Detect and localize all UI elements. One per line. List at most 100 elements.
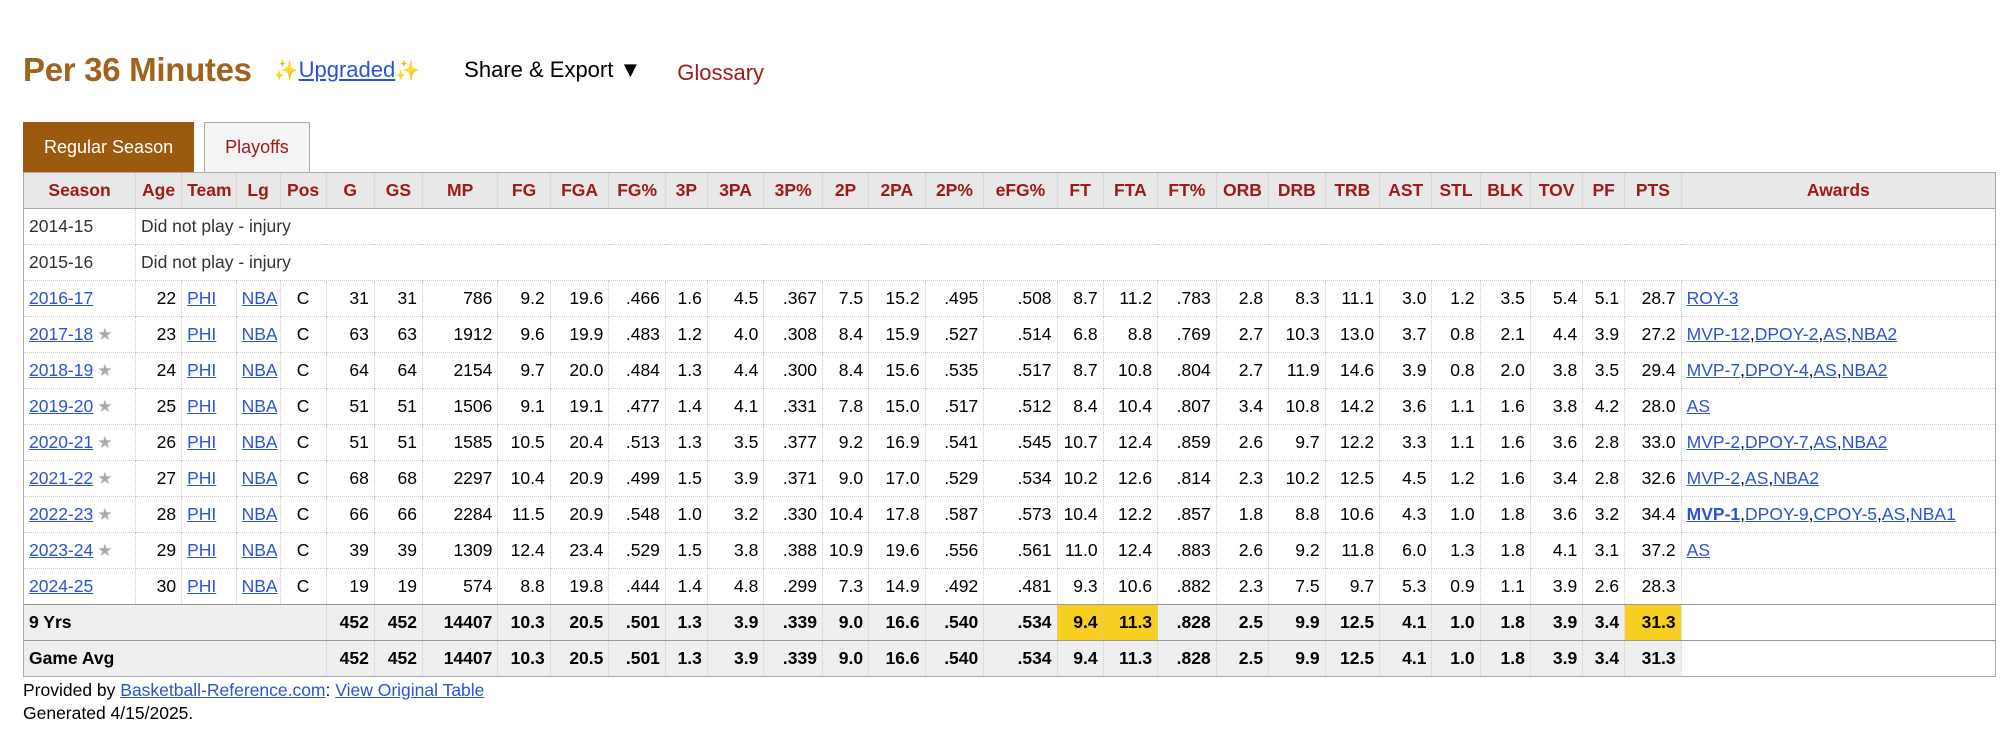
column-header[interactable]: Awards [1681, 172, 1997, 209]
column-header[interactable]: FGA [550, 172, 610, 209]
award-link[interactable]: MVP-7 [1686, 360, 1741, 380]
award-link[interactable]: DPOY-7 [1745, 432, 1809, 452]
column-header[interactable]: STL [1431, 172, 1481, 209]
tab-regular-season[interactable]: Regular Season [23, 122, 195, 172]
team-cell-link[interactable]: PHI [187, 576, 217, 596]
award-link[interactable]: AS [1686, 540, 1711, 560]
award-link[interactable]: AS [1823, 324, 1847, 344]
column-header[interactable]: Lg [236, 172, 281, 209]
column-header[interactable]: 3P% [763, 172, 823, 209]
season-link[interactable]: 2024-25 [29, 576, 94, 596]
league-cell-link[interactable]: NBA [241, 468, 278, 488]
column-header[interactable]: BLK [1480, 172, 1531, 209]
league-cell-link[interactable]: NBA [241, 504, 278, 524]
column-header[interactable]: eFG% [983, 172, 1058, 209]
league-cell-link[interactable]: NBA [241, 360, 278, 380]
stat-cell-p3: 1.5 [665, 460, 708, 497]
award-link[interactable]: MVP-12 [1686, 324, 1750, 344]
award-link[interactable]: NBA2 [1841, 360, 1888, 380]
league-cell-link[interactable]: NBA [241, 540, 278, 560]
team-cell-link[interactable]: PHI [187, 324, 217, 344]
league-cell-link[interactable]: NBA [241, 396, 278, 416]
column-header[interactable]: AST [1379, 172, 1433, 209]
source-link[interactable]: Basketball-Reference.com [120, 680, 326, 700]
column-header[interactable]: 2PA [868, 172, 926, 209]
team-cell-link[interactable]: PHI [187, 432, 217, 452]
column-header[interactable]: PTS [1624, 172, 1682, 209]
award-link[interactable]: NBA1 [1910, 504, 1956, 524]
award-link[interactable]: DPOY-4 [1745, 360, 1809, 380]
award-link[interactable]: MVP-2 [1686, 468, 1741, 488]
award-link[interactable]: DPOY-9 [1745, 504, 1809, 524]
season-link[interactable]: 2022-23 [29, 504, 94, 524]
column-header[interactable]: FTA [1103, 172, 1159, 209]
team-cell-link[interactable]: PHI [187, 396, 217, 416]
award-link[interactable]: MVP-1 [1686, 504, 1741, 524]
award-link[interactable]: DPOY-2 [1754, 324, 1819, 344]
stat-cell-fg: 9.2 [497, 280, 551, 317]
season-link[interactable]: 2017-18 [29, 324, 94, 344]
summary-cell-trb: 12.5 [1325, 604, 1381, 641]
league-cell-link[interactable]: NBA [241, 576, 278, 596]
award-link[interactable]: AS [1813, 432, 1837, 452]
column-header[interactable]: G [326, 172, 375, 209]
column-header[interactable]: Season [23, 172, 137, 209]
stat-cell-trb: 13.0 [1325, 316, 1381, 353]
column-header[interactable]: 3P [665, 172, 708, 209]
stat-cell-ftp: .804 [1157, 352, 1217, 389]
stat-cell-p2: 10.4 [822, 496, 870, 533]
season-link[interactable]: 2019-20 [29, 396, 94, 416]
stat-cell-tov: 3.9 [1530, 568, 1584, 605]
column-header[interactable]: FT [1057, 172, 1104, 209]
team-cell-link[interactable]: PHI [187, 540, 217, 560]
award-link[interactable]: AS [1686, 396, 1711, 416]
award-link[interactable]: AS [1813, 360, 1837, 380]
column-header[interactable]: FT% [1157, 172, 1217, 209]
column-header[interactable]: Pos [280, 172, 327, 209]
season-link[interactable]: 2020-21 [29, 432, 94, 452]
column-header[interactable]: PF [1582, 172, 1626, 209]
column-header[interactable]: MP [422, 172, 499, 209]
season-link[interactable]: 2023-24 [29, 540, 94, 560]
stat-cell-ftp: .769 [1157, 316, 1217, 353]
award-link[interactable]: ROY-3 [1686, 288, 1739, 308]
column-header[interactable]: TRB [1325, 172, 1381, 209]
award-link[interactable]: CPOY-5 [1813, 504, 1878, 524]
glossary-link[interactable]: Glossary [677, 60, 765, 85]
award-link[interactable]: NBA2 [1851, 324, 1898, 344]
award-link[interactable]: NBA2 [1841, 432, 1888, 452]
column-header[interactable]: ORB [1216, 172, 1270, 209]
column-header[interactable]: FG% [608, 172, 666, 209]
column-header[interactable]: TOV [1530, 172, 1584, 209]
tab-playoffs[interactable]: Playoffs [204, 122, 310, 172]
league-cell-link[interactable]: NBA [241, 288, 278, 308]
team-cell-link[interactable]: PHI [187, 288, 217, 308]
award-link[interactable]: NBA2 [1773, 468, 1819, 488]
season-link[interactable]: 2016-17 [29, 288, 94, 308]
column-header[interactable]: GS [374, 172, 423, 209]
column-header[interactable]: 2P% [925, 172, 985, 209]
season-link[interactable]: 2021-22 [29, 468, 94, 488]
share-export-dropdown[interactable]: Share & Export ▼ [464, 57, 642, 82]
stat-cell-ast: 3.9 [1379, 352, 1433, 389]
team-cell-link[interactable]: PHI [187, 504, 217, 524]
stat-cell-efg: .481 [983, 568, 1058, 605]
award-link[interactable]: MVP-2 [1686, 432, 1741, 452]
column-header[interactable]: FG [497, 172, 551, 209]
column-header[interactable]: DRB [1268, 172, 1326, 209]
column-header[interactable]: Team [181, 172, 237, 209]
column-header[interactable]: 2P [822, 172, 870, 209]
column-header[interactable]: 3PA [707, 172, 765, 209]
season-link[interactable]: 2018-19 [29, 360, 94, 380]
upgraded-link[interactable]: Upgraded [298, 57, 396, 82]
award-link[interactable]: AS [1881, 504, 1906, 524]
column-header[interactable]: Age [135, 172, 183, 209]
view-original-link[interactable]: View Original Table [335, 680, 485, 700]
stat-cell-fga: 19.9 [550, 316, 610, 353]
team-cell-link[interactable]: PHI [187, 360, 217, 380]
award-link[interactable]: AS [1745, 468, 1769, 488]
league-cell-link[interactable]: NBA [241, 432, 278, 452]
team-cell-link[interactable]: PHI [187, 468, 217, 488]
stat-cell-p2p: .492 [925, 568, 985, 605]
league-cell-link[interactable]: NBA [241, 324, 278, 344]
